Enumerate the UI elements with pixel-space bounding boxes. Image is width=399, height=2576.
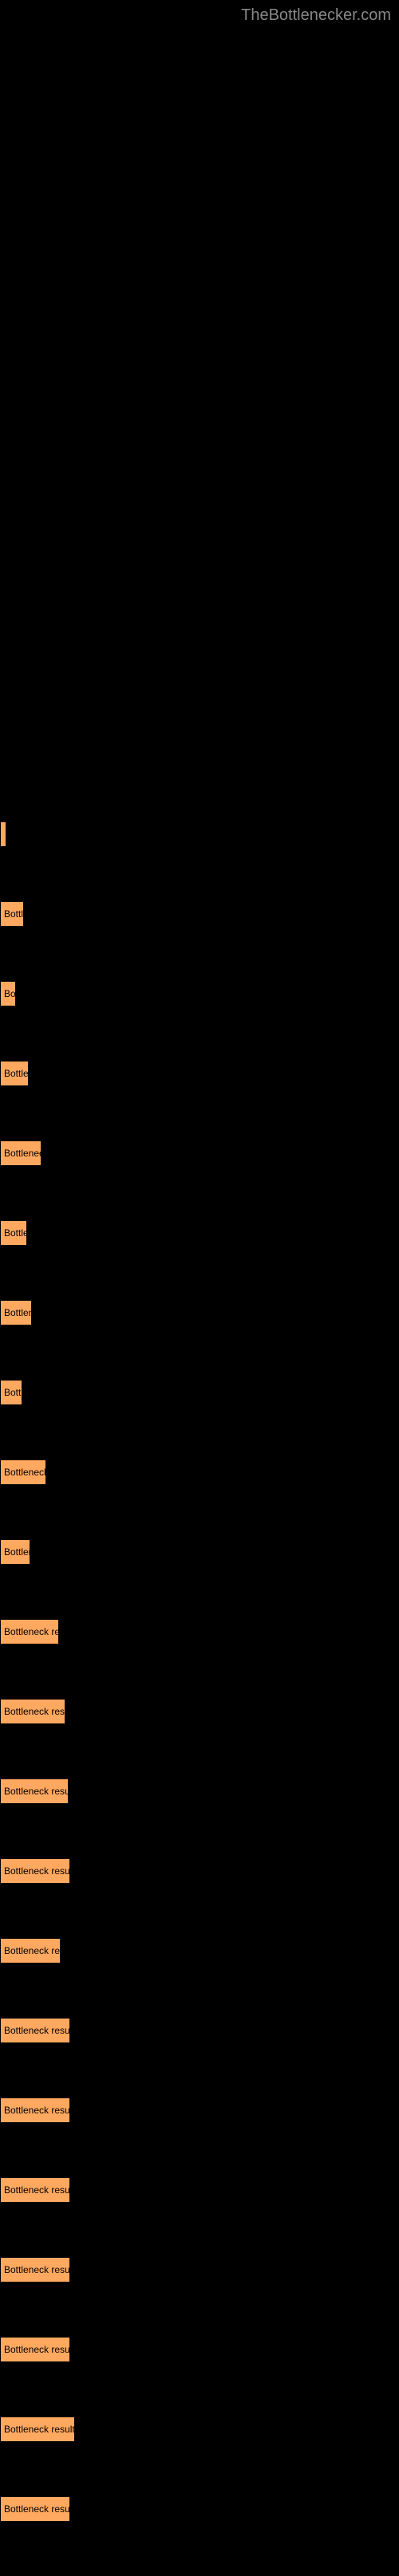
bar-7: Bottle <box>0 1380 22 1405</box>
bar-row: Bottleneck result <box>0 2496 399 2522</box>
bar-12: Bottleneck result <box>0 1778 69 1804</box>
bar-row: Bottleneck result <box>0 1858 399 1884</box>
bar-row: Bottlen <box>0 1061 399 1086</box>
bar-row: Bottlene <box>0 1539 399 1565</box>
bar-6: Bottlenec <box>0 1300 32 1325</box>
bar-row: Bottlen <box>0 1220 399 1246</box>
bar-row: Bottle <box>0 1380 399 1405</box>
bar-16: Bottleneck result <box>0 2097 70 2123</box>
bar-10: Bottleneck resu <box>0 1619 59 1644</box>
bar-8: Bottleneck r <box>0 1459 46 1485</box>
bar-5: Bottlen <box>0 1220 27 1246</box>
bar-9: Bottlene <box>0 1539 30 1565</box>
bar-row: Bo <box>0 981 399 1006</box>
bar-row: Bottleneck result <box>0 2018 399 2043</box>
bar-1: Bottle <box>0 901 24 927</box>
bar-4: Bottleneck <box>0 1140 41 1166</box>
bar-row: Bottleneck resu <box>0 1619 399 1644</box>
bar-11: Bottleneck result <box>0 1699 65 1724</box>
bar-15: Bottleneck result <box>0 2018 70 2043</box>
bar-17: Bottleneck result <box>0 2177 70 2203</box>
bar-row: Bottlenec <box>0 1300 399 1325</box>
bar-row: Bottleneck result <box>0 2177 399 2203</box>
bar-row: Bottleneck <box>0 1140 399 1166</box>
bar-chart: Bottle Bo Bottlen Bottleneck Bottlen Bot… <box>0 0 399 2522</box>
bar-13: Bottleneck result <box>0 1858 70 1884</box>
watermark-text: TheBottlenecker.com <box>241 6 391 25</box>
bar-20: Bottleneck result <box>0 2416 75 2442</box>
bar-19: Bottleneck result <box>0 2337 70 2362</box>
bar-row <box>0 821 399 847</box>
bar-3: Bottlen <box>0 1061 29 1086</box>
bar-row: Bottleneck res <box>0 1938 399 1964</box>
bar-row: Bottleneck result <box>0 2416 399 2442</box>
bar-row: Bottleneck result <box>0 1699 399 1724</box>
bar-row: Bottleneck result <box>0 2337 399 2362</box>
bar-0 <box>0 821 6 847</box>
bar-18: Bottleneck result <box>0 2257 70 2283</box>
bar-14: Bottleneck res <box>0 1938 61 1964</box>
bar-21: Bottleneck result <box>0 2496 70 2522</box>
bar-2: Bo <box>0 981 16 1006</box>
bar-row: Bottleneck result <box>0 1778 399 1804</box>
bar-row: Bottleneck result <box>0 2257 399 2283</box>
bar-row: Bottleneck r <box>0 1459 399 1485</box>
bar-row: Bottle <box>0 901 399 927</box>
bar-row: Bottleneck result <box>0 2097 399 2123</box>
